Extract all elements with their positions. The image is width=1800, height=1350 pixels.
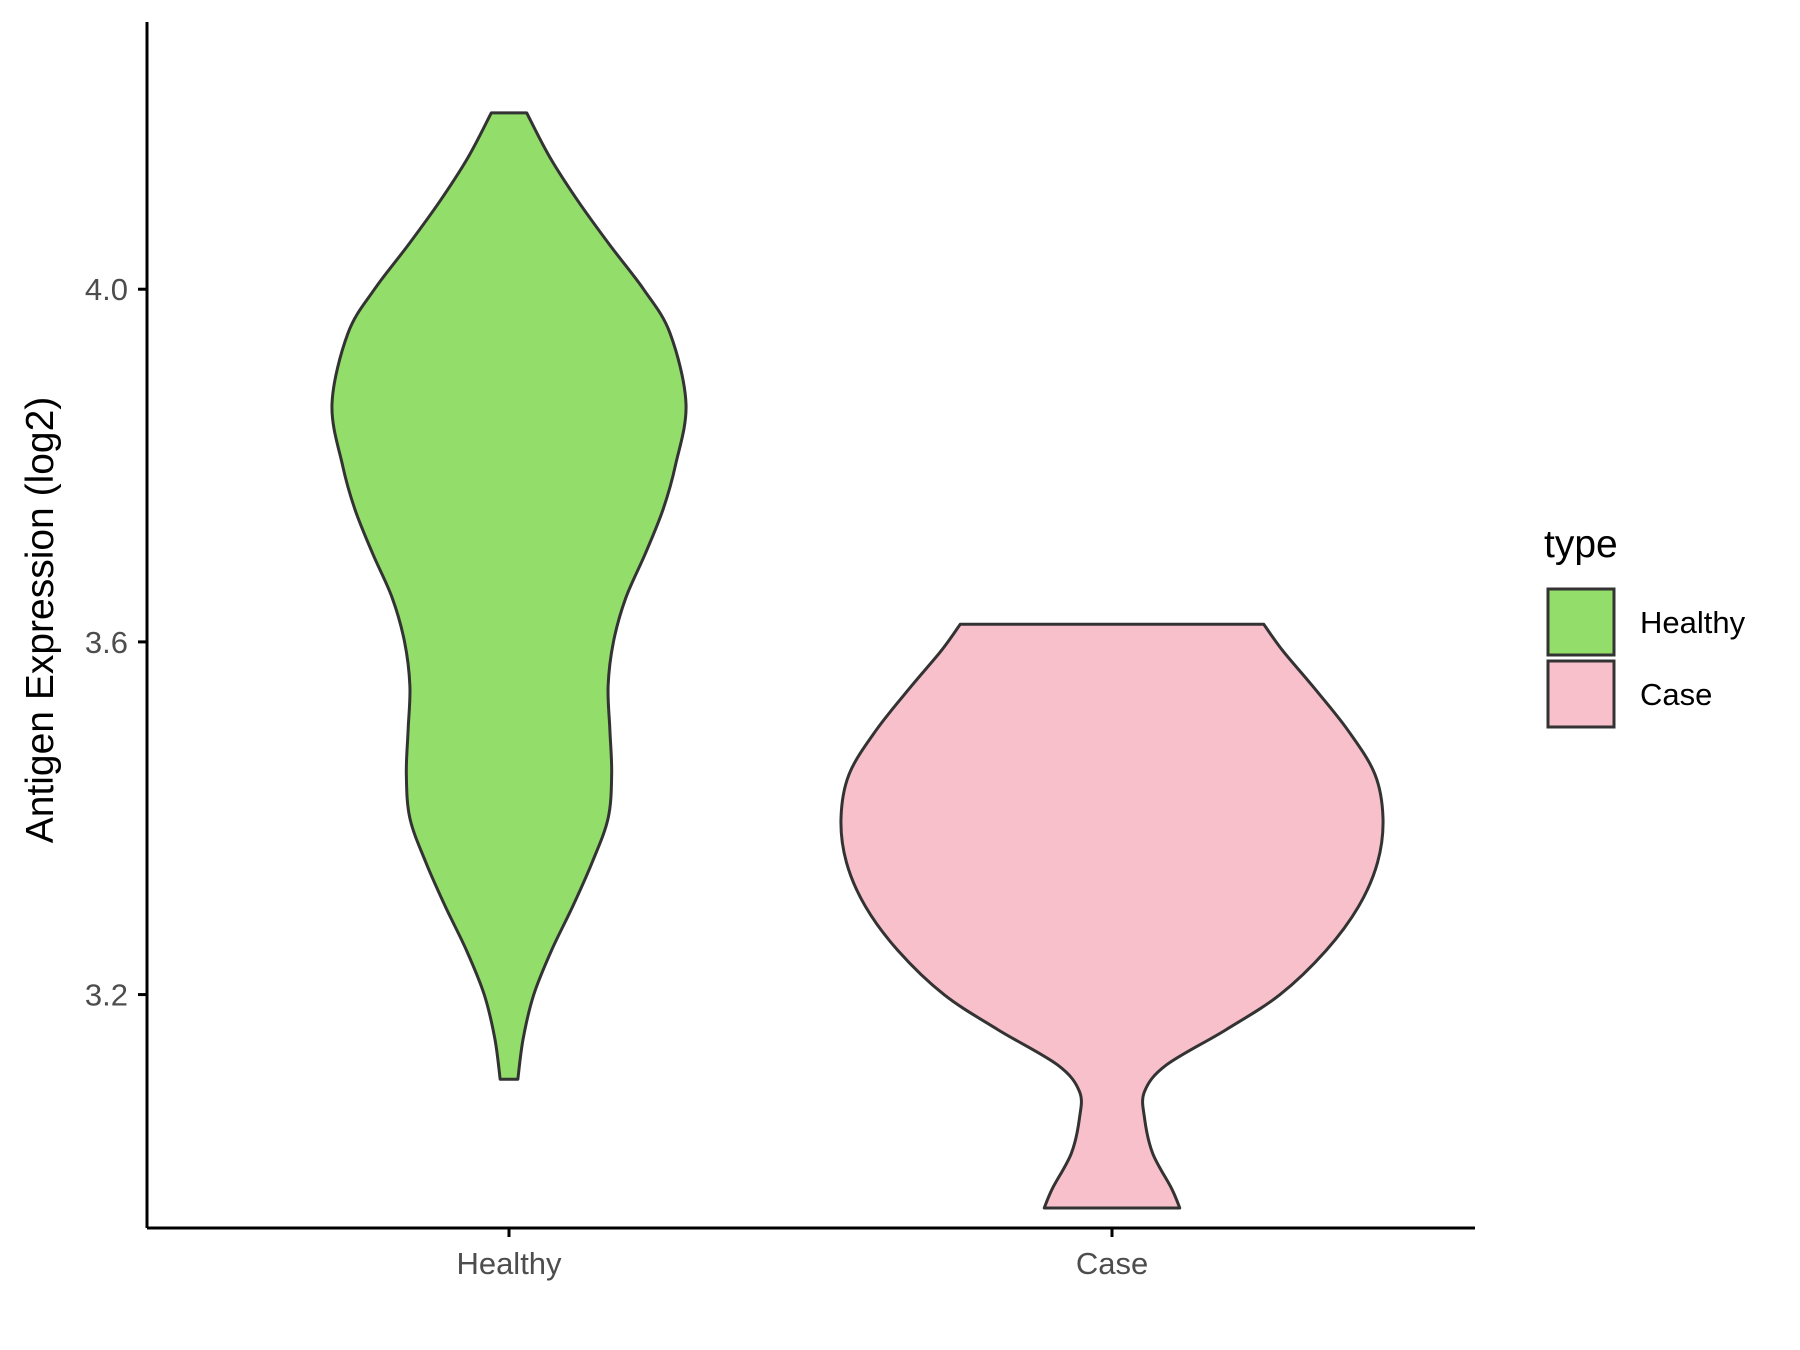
y-axis-title: Antigen Expression (log2) <box>19 397 62 844</box>
y-ticks: 3.2 3.6 4.0 <box>85 272 147 1013</box>
x-tick-label-case: Case <box>1076 1246 1148 1281</box>
legend-swatch-healthy <box>1546 587 1616 657</box>
violin-healthy <box>330 111 688 1081</box>
y-tick-label: 4.0 <box>85 272 128 307</box>
x-ticks: Healthy Case <box>456 1228 1148 1281</box>
legend: type Healthy Case <box>1544 523 1746 729</box>
x-tick-label-healthy: Healthy <box>456 1246 562 1281</box>
legend-label-case: Case <box>1640 677 1712 712</box>
legend-swatch-case <box>1546 659 1616 729</box>
legend-label-healthy: Healthy <box>1640 605 1746 640</box>
y-tick-label: 3.2 <box>85 978 128 1013</box>
legend-title: type <box>1544 523 1618 566</box>
y-tick-label: 3.6 <box>85 625 128 660</box>
violin-case <box>839 622 1385 1210</box>
violins-layer <box>330 111 1385 1210</box>
